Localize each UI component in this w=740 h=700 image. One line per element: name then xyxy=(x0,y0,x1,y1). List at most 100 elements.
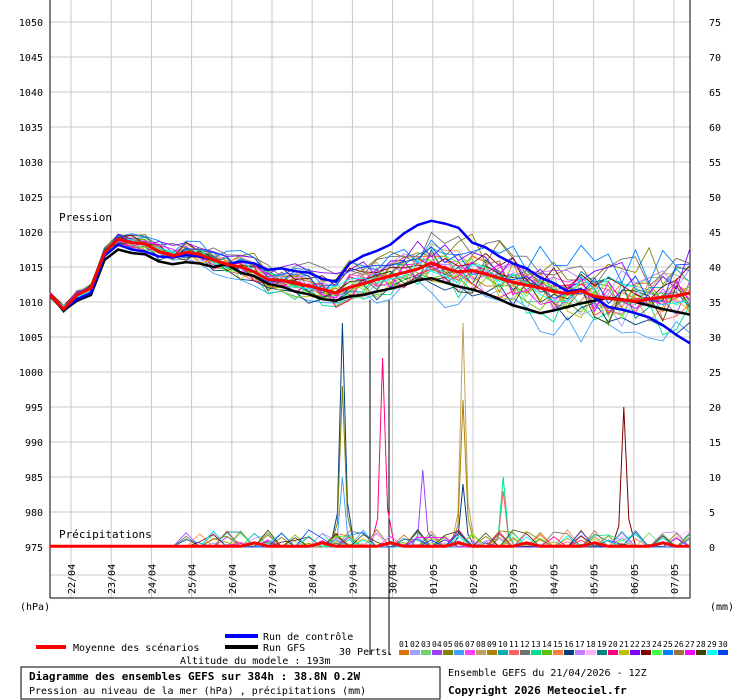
x-tick-label: 05/05 xyxy=(590,564,601,594)
right-tick-label: 35 xyxy=(709,298,721,309)
member-legend-label: 10 xyxy=(498,640,508,649)
x-tick-label: 26/04 xyxy=(228,564,239,594)
right-tick-label: 60 xyxy=(709,123,721,134)
member-legend-label: 07 xyxy=(465,640,475,649)
left-axis-unit: (hPa) xyxy=(20,602,50,613)
right-tick-label: 75 xyxy=(709,18,721,29)
precip-spike-23 xyxy=(611,406,637,548)
member-legend-swatch xyxy=(399,650,409,655)
member-legend-swatch xyxy=(498,650,508,655)
member-line-22 xyxy=(49,233,691,309)
right-axis-unit: (mm) xyxy=(710,602,734,613)
left-tick-label: 995 xyxy=(25,403,43,414)
member-legend-label: 19 xyxy=(597,640,607,649)
left-tick-label: 1050 xyxy=(19,18,43,29)
left-axis-ticks: 1050 1045 1040 1035 1030 1025 1020 1015 1010 1005… xyxy=(19,18,43,554)
mean-pressure-line xyxy=(48,237,691,312)
member-legend-swatch xyxy=(674,650,684,655)
left-tick-label: 1000 xyxy=(19,368,43,379)
x-tick-label: 02/05 xyxy=(469,564,480,594)
legend-control-label: Run de contrôle xyxy=(263,631,353,643)
right-tick-label: 70 xyxy=(709,53,721,64)
member-legend-swatch xyxy=(476,650,486,655)
left-tick-label: 1005 xyxy=(19,333,43,344)
left-tick-label: 985 xyxy=(25,473,43,484)
right-tick-label: 40 xyxy=(709,263,721,274)
member-legend-label: 20 xyxy=(608,640,618,649)
member-legend-label: 28 xyxy=(696,640,706,649)
member-legend-swatch xyxy=(410,650,420,655)
member-legend-swatch xyxy=(619,650,629,655)
legend-gfs-label: Run GFS xyxy=(263,643,305,654)
right-tick-label: 15 xyxy=(709,438,721,449)
main-lines xyxy=(48,219,691,345)
member-legend-swatch xyxy=(421,650,431,655)
x-tick-label: 29/04 xyxy=(348,564,359,594)
member-line-18 xyxy=(49,239,691,318)
member-legend-label: 12 xyxy=(520,640,530,649)
member-legend-swatch xyxy=(564,650,574,655)
precip-spike-16 xyxy=(329,322,355,548)
x-tick-label: 22/04 xyxy=(67,564,78,594)
member-legend: 01 02 03 04 05 06 07 08 09 10 11 12 13 14 15 16 17 18 19 20… xyxy=(399,640,728,655)
right-tick-label: 0 xyxy=(709,543,715,554)
member-legend-swatch xyxy=(454,650,464,655)
member-legend-label: 05 xyxy=(443,640,453,649)
precip-spike-04 xyxy=(410,469,436,548)
member-line-25 xyxy=(49,233,691,309)
precip-lines xyxy=(50,322,691,548)
member-legend-label: 15 xyxy=(553,640,563,649)
right-tick-label: 20 xyxy=(709,403,721,414)
right-tick-label: 10 xyxy=(709,473,721,484)
chart-subtitle: Pression au niveau de la mer (hPa) , pré… xyxy=(29,685,366,697)
precip-mean-line xyxy=(50,541,690,548)
member-legend-label: 16 xyxy=(564,640,574,649)
right-tick-label: 30 xyxy=(709,333,721,344)
member-legend-label: 30 xyxy=(718,640,728,649)
x-tick-label: 25/04 xyxy=(188,564,199,594)
legend-perts-label: 30 Perts. xyxy=(339,647,393,658)
run-text: Ensemble GEFS du 21/04/2026 - 12Z xyxy=(448,668,647,679)
member-legend-label: 03 xyxy=(421,640,431,649)
member-legend-label: 18 xyxy=(586,640,596,649)
member-legend-swatch xyxy=(487,650,497,655)
chart-title: Diagramme des ensembles GEFS sur 384h : … xyxy=(29,670,361,683)
x-tick-label: 23/04 xyxy=(107,564,118,594)
title-box xyxy=(20,666,441,700)
member-legend-swatch xyxy=(597,650,607,655)
left-tick-label: 1025 xyxy=(19,193,43,204)
left-tick-label: 1015 xyxy=(19,263,43,274)
member-legend-swatch xyxy=(553,650,563,655)
x-tick-label: 03/05 xyxy=(509,564,520,594)
left-tick-label: 980 xyxy=(25,508,43,519)
left-tick-label: 1030 xyxy=(19,158,43,169)
member-legend-swatch xyxy=(509,650,519,655)
member-legend-label: 27 xyxy=(685,640,695,649)
member-legend-swatch xyxy=(696,650,706,655)
member-legend-label: 25 xyxy=(663,640,673,649)
member-legend-swatch xyxy=(707,650,717,655)
member-legend-label: 24 xyxy=(652,640,662,649)
left-tick-label: 1010 xyxy=(19,298,43,309)
precip-spike-16 xyxy=(450,483,476,548)
member-legend-swatch xyxy=(520,650,530,655)
member-legend-swatch xyxy=(641,650,651,655)
left-tick-label: 1040 xyxy=(19,88,43,99)
x-tick-label: 24/04 xyxy=(147,564,158,594)
member-legend-label: 29 xyxy=(707,640,717,649)
altitude-text: Altitude du modele : 193m xyxy=(180,656,331,667)
x-tick-label: 28/04 xyxy=(308,564,319,594)
left-tick-label: 1020 xyxy=(19,228,43,239)
member-legend-swatch xyxy=(531,650,541,655)
grid xyxy=(49,0,691,655)
legend-mean-label: Moyenne des scénarios xyxy=(73,642,199,654)
gfs-pressure-line xyxy=(49,248,691,316)
member-legend-label: 26 xyxy=(674,640,684,649)
member-legend-swatch xyxy=(443,650,453,655)
member-legend-swatch xyxy=(542,650,552,655)
member-legend-label: 21 xyxy=(619,640,629,649)
right-tick-label: 25 xyxy=(709,368,721,379)
right-tick-label: 65 xyxy=(709,88,721,99)
